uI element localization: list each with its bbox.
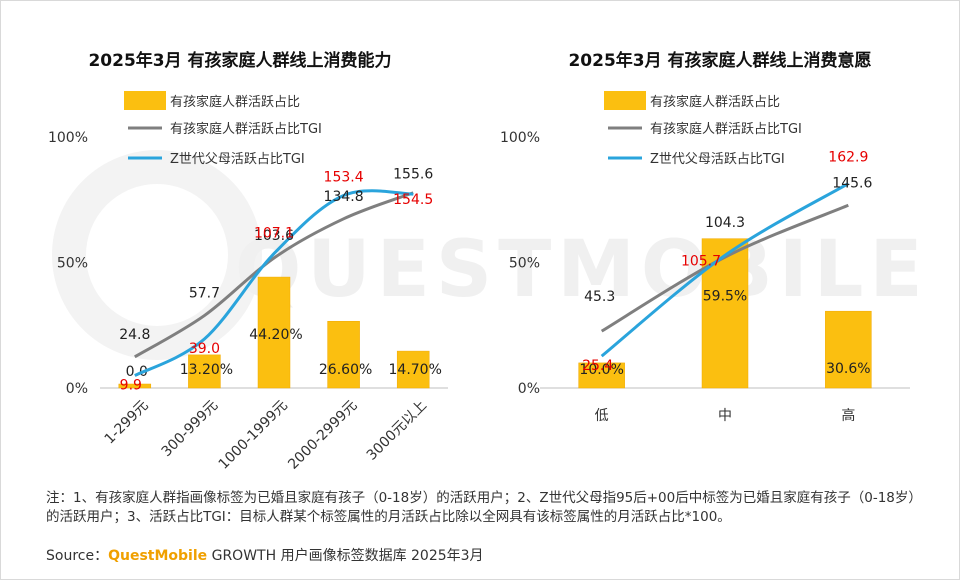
y-tick-label: 100% <box>48 130 88 146</box>
bar <box>188 354 221 389</box>
bar <box>825 310 872 389</box>
tgi-value-label: 103.6 <box>254 228 294 244</box>
source-brand: QuestMobile <box>108 548 208 564</box>
bar-value-label: 30.6% <box>826 361 870 377</box>
legend-swatch-bar <box>604 91 646 110</box>
bar-value-label: 0.0 <box>126 364 148 380</box>
chart-title: 2025年3月 有孩家庭人群线上消费能力 <box>88 50 391 71</box>
legend-label-z: Z世代父母活跃占比TGI <box>170 152 305 167</box>
bar-value-label: 44.20% <box>249 327 302 343</box>
legend-label-tgi: 有孩家庭人群活跃占比TGI <box>170 121 322 137</box>
y-tick-label: 100% <box>500 130 540 146</box>
z-tgi-value-label: 39.0 <box>189 341 220 357</box>
bar <box>257 276 291 389</box>
bar <box>578 362 625 389</box>
legend-label-bar: 有孩家庭人群活跃占比 <box>650 94 780 110</box>
x-category-label: 1000-1999元 <box>216 398 291 473</box>
bar-value-label: 59.5% <box>703 289 747 305</box>
source-prefix: Source： <box>46 548 109 564</box>
z-tgi-value-label: 153.4 <box>324 169 364 185</box>
bar-value-label: 13.20% <box>180 362 233 378</box>
tgi-value-label: 155.6 <box>393 167 433 183</box>
y-tick-label: 50% <box>509 256 540 272</box>
x-category-label: 2000-2999元 <box>285 398 360 473</box>
bar <box>396 350 430 389</box>
tgi-value-label: 134.8 <box>324 189 364 205</box>
z-tgi-value-label: 154.5 <box>393 192 433 208</box>
bar-value-label: 10.0% <box>579 362 623 378</box>
tgi-line <box>134 191 414 359</box>
x-category-label: 高 <box>841 407 855 424</box>
chart-title: 2025年3月 有孩家庭人群线上消费意愿 <box>568 50 871 71</box>
z-tgi-line <box>600 182 850 358</box>
tgi-value-label: 45.3 <box>584 289 615 305</box>
bar-value-label: 14.70% <box>389 362 442 378</box>
legend-swatch-bar <box>124 91 166 110</box>
x-category-label: 中 <box>718 408 732 424</box>
tgi-value-label: 57.7 <box>189 286 220 302</box>
y-tick-label: 0% <box>66 381 88 397</box>
chart-consumption-willingness: 2025年3月 有孩家庭人群线上消费意愿有孩家庭人群活跃占比有孩家庭人群活跃占比… <box>500 50 910 424</box>
y-tick-label: 0% <box>518 381 540 397</box>
z-tgi-value-label: 105.7 <box>681 253 721 269</box>
legend-label-tgi: 有孩家庭人群活跃占比TGI <box>650 121 802 137</box>
z-tgi-value-label: 162.9 <box>828 150 868 166</box>
bar <box>701 238 749 389</box>
legend-label-z: Z世代父母活跃占比TGI <box>650 152 785 167</box>
z-tgi-value-label: 107.1 <box>254 226 294 242</box>
bar <box>118 383 152 389</box>
x-category-label: 300-999元 <box>159 398 222 461</box>
z-tgi-value-label: 25.4 <box>582 358 613 374</box>
tgi-value-label: 24.8 <box>119 327 150 343</box>
chart-consumption-ability: 2025年3月 有孩家庭人群线上消费能力有孩家庭人群活跃占比有孩家庭人群活跃占比… <box>48 50 448 473</box>
z-tgi-line <box>134 189 414 377</box>
source-line: Source：QuestMobile GROWTH 用户画像标签数据库 2025… <box>46 545 484 565</box>
z-tgi-value-label: 9.9 <box>120 378 142 394</box>
source-suffix: GROWTH 用户画像标签数据库 2025年3月 <box>207 548 484 564</box>
watermark-text: QUESTMOBILE <box>235 225 929 315</box>
x-category-label: 1-299元 <box>102 398 152 448</box>
x-category-label: 3000元以上 <box>364 398 430 464</box>
x-category-label: 低 <box>595 408 609 424</box>
footnote: 注：1、有孩家庭人群指画像标签为已婚且家庭有孩子（0-18岁）的活跃用户；2、Z… <box>46 490 916 525</box>
y-tick-label: 50% <box>57 256 88 272</box>
tgi-value-label: 104.3 <box>705 215 745 231</box>
legend-label-bar: 有孩家庭人群活跃占比 <box>170 94 300 110</box>
bar-value-label: 26.60% <box>319 362 372 378</box>
bar <box>327 320 360 389</box>
tgi-value-label: 145.6 <box>832 175 872 191</box>
